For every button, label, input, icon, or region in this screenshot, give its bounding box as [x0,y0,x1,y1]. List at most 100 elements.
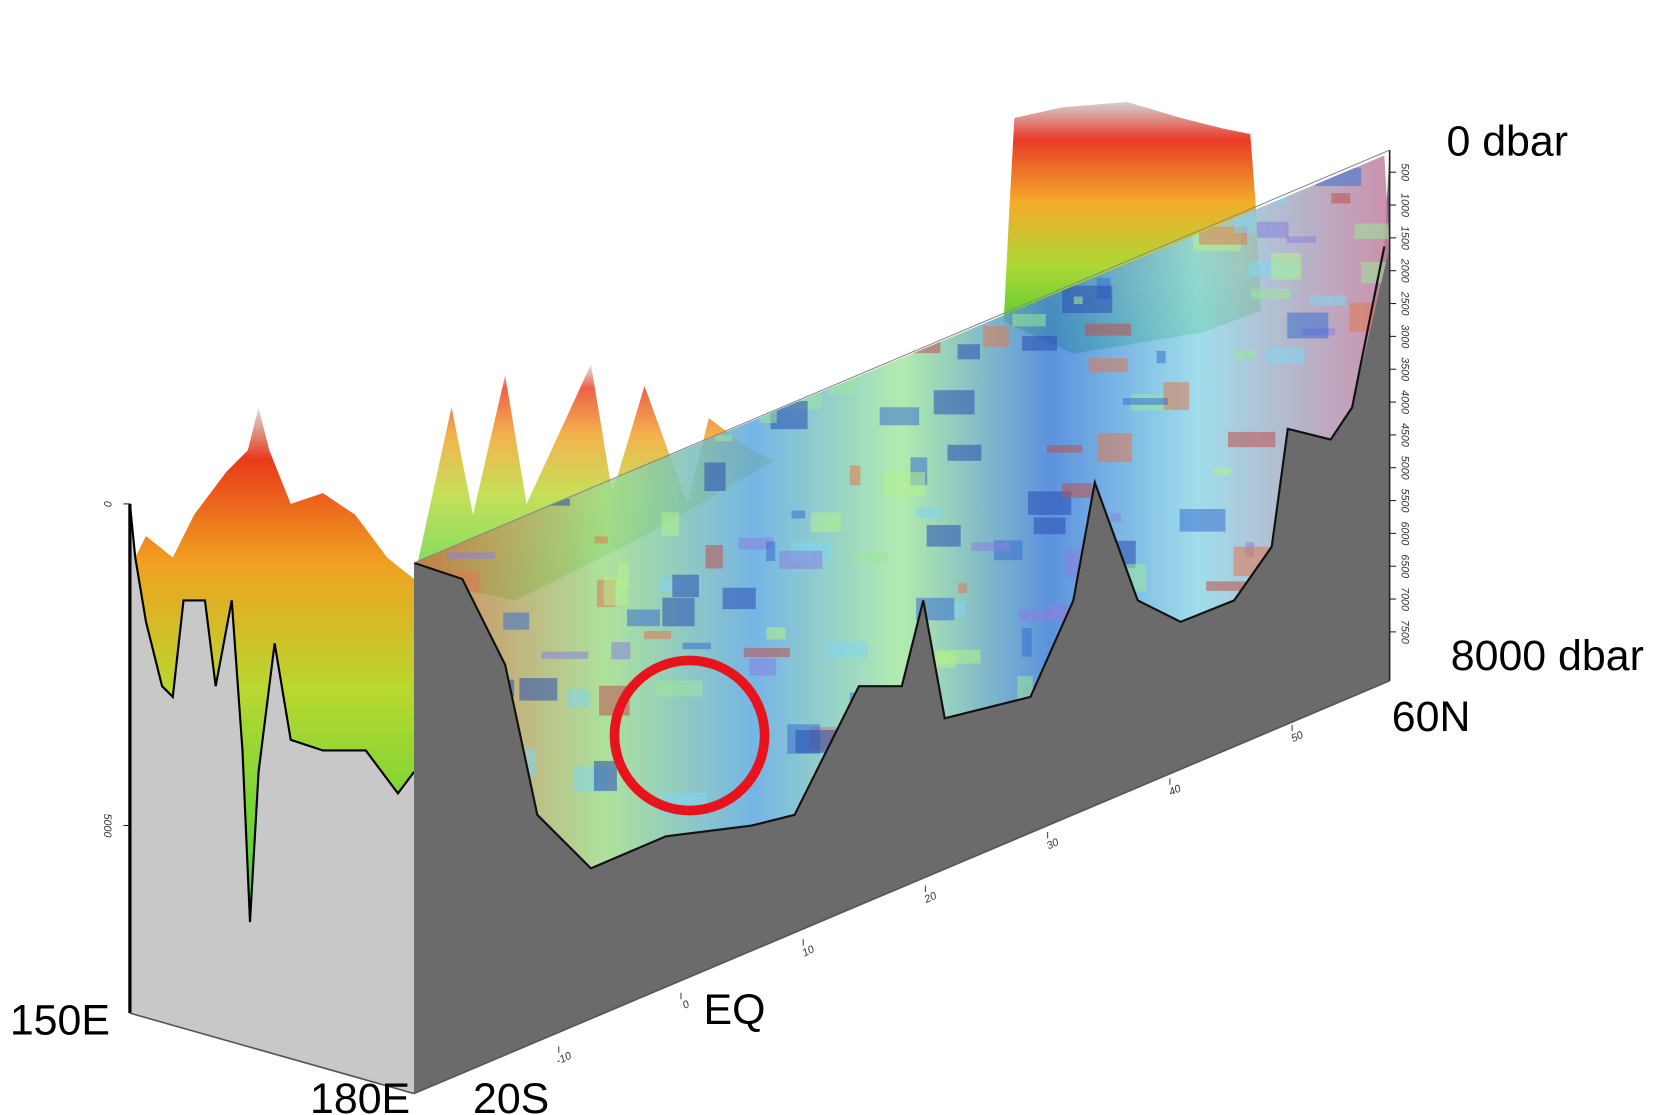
section-patch [1252,764,1288,774]
section-patch [749,658,777,676]
section-patch [1216,817,1265,840]
section-patch [1097,432,1133,463]
lat-tick-label: 30 [1045,836,1061,852]
section-patch [704,462,726,492]
section-patch [503,612,530,630]
section-patch [546,235,573,243]
section-patch [738,537,774,550]
section-patch [936,649,981,664]
section-patch [722,587,756,610]
section-patch [1156,350,1166,364]
section-patch [568,688,591,708]
section-patch [1309,295,1347,306]
section-patch [916,507,942,518]
section-patch [883,315,895,323]
section-patch [1012,314,1046,327]
section-patch [603,577,629,606]
highlight-circle [609,655,770,816]
lat-tick-label: 50 [1289,729,1305,745]
bathymetry-plane [414,150,1390,1094]
depth-tick-label: 1500 [1398,226,1410,250]
section-patch [1212,466,1231,475]
section-patch [725,240,752,260]
section-patch [883,472,925,497]
section-patch [839,244,884,252]
section-patch [1028,491,1072,515]
lat-tick-label: -10 [554,1050,573,1067]
section-patch [954,601,966,617]
section-patch [418,155,445,164]
depth-tick-label: 1000 [1398,193,1410,217]
section-patch [1135,832,1155,862]
section-patch [1350,808,1390,828]
section-patch [1073,296,1083,304]
section-patch [779,550,823,569]
section-patch [1286,236,1317,243]
section-patch [1202,871,1237,891]
section-patch [443,209,456,217]
section-patch [1258,743,1276,763]
section-patch [1233,349,1256,360]
depth-tick-label: 4000 [1398,390,1410,414]
section-patch [1163,845,1176,857]
depth-tick-label: 2000 [1398,258,1410,283]
section-patch [1088,358,1128,373]
lat-tick-label: 20 [922,890,939,906]
section-patch [1062,285,1113,313]
section-patch [682,642,712,650]
section-patch [787,304,801,322]
section-patch [464,345,495,365]
section-patch [746,300,783,310]
section-patch [1163,382,1190,410]
section-patch [947,444,982,461]
section-patch [1122,398,1169,405]
section-patch [501,192,532,203]
section-patch [849,271,887,290]
south-label: 20S [473,1075,549,1115]
section-patch [473,317,517,348]
section-patch [672,574,699,598]
section-patch [826,641,869,658]
section-patch [1303,773,1345,788]
depth-tick-label: 5500 [1398,489,1410,513]
bottom-edge [413,680,1390,1095]
left-profile [128,503,415,923]
lat-tick-label: 40 [1167,783,1183,799]
left-bottom-edge [129,1012,415,1095]
section-patch [811,512,841,533]
section-patch [1227,431,1276,448]
section-patch [849,465,861,486]
section-patch [1062,483,1093,498]
section-patch [684,409,729,428]
section-patch [1289,839,1319,866]
section-patch [1331,193,1351,204]
section-patch [1254,874,1304,898]
section-patch [766,627,786,640]
section-patch [1046,445,1083,453]
section-patch [926,525,961,547]
section-patch [1065,864,1084,869]
section-patch [611,642,631,660]
section-patch [1103,865,1148,869]
section-patch [1313,738,1328,758]
section-patch [594,536,608,544]
section-patch [759,401,777,423]
depth-tick-label: 3500 [1398,357,1410,381]
section-patch [1259,747,1304,773]
section-patch [901,328,941,354]
section-patch [1021,627,1032,657]
section-patch [1033,517,1066,535]
section-patch [1331,784,1382,798]
section-patch [450,249,463,259]
section-patch [1206,581,1247,591]
section-patch [661,512,680,537]
section-patch [433,314,463,345]
section-patch [957,344,980,360]
depth-tick-label: 4500 [1398,423,1410,447]
section-patch [446,276,488,301]
section-patch [933,390,975,415]
top-depth-label: 0 dbar [1446,117,1568,165]
section-patch [879,407,920,426]
